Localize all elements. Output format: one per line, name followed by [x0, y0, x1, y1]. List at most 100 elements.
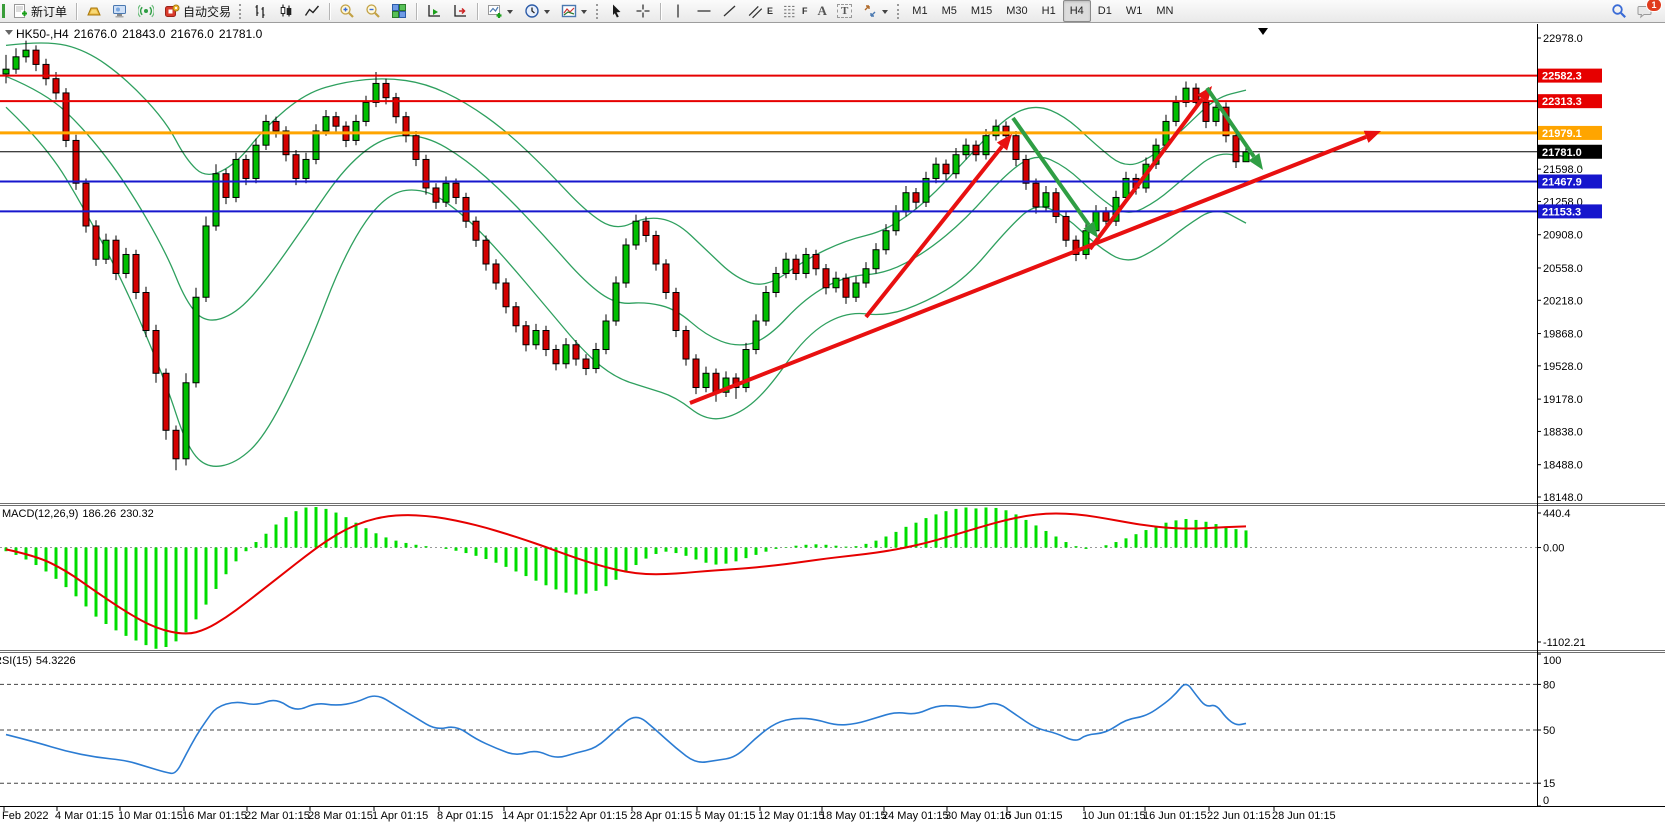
level-lines: 22582.3 22313.3 21979.1 21467.9 21153.3 21781…	[0, 68, 1602, 219]
notification-badge: 1	[1646, 0, 1662, 12]
timeframe-button-W1[interactable]: W1	[1125, 5, 1143, 17]
svg-text:24 May 01:15: 24 May 01:15	[882, 810, 949, 822]
svg-text:30 May 01:15: 30 May 01:15	[945, 810, 1012, 822]
auto-scroll-icon	[428, 5, 441, 17]
monitor-icon	[113, 5, 127, 18]
candlestick-mode-button[interactable]	[274, 0, 298, 22]
clock-icon	[525, 4, 539, 18]
svg-text:50: 50	[1543, 725, 1555, 737]
fibonacci-letter: F	[802, 6, 808, 16]
arrows-button[interactable]	[858, 0, 893, 22]
gold-ingot-icon	[87, 7, 101, 16]
candlestick-icon	[280, 4, 292, 17]
crosshair-button[interactable]	[631, 0, 655, 22]
chart-shift-button[interactable]	[448, 0, 472, 22]
line-chart-mode-button[interactable]	[300, 0, 324, 22]
indicators-button[interactable]	[483, 0, 518, 22]
timeframe-button-MN[interactable]: MN	[1156, 5, 1174, 17]
svg-text:10 Mar 01:15: 10 Mar 01:15	[118, 810, 183, 822]
svg-text:0.00: 0.00	[1543, 543, 1564, 555]
svg-text:5 May 01:15: 5 May 01:15	[695, 810, 756, 822]
toolbar-grip	[897, 3, 902, 19]
chevron-down-icon	[544, 10, 551, 17]
toolbar-separator	[477, 2, 479, 20]
chevron-down-icon	[882, 10, 889, 17]
svg-text:21781.0: 21781.0	[1542, 147, 1582, 159]
chart-title: HK50-,H4 21676.0 21843.0 21676.0 21781.0	[5, 27, 267, 41]
label-button[interactable]: T	[833, 0, 856, 22]
timeframe-button-M30[interactable]: M30	[1006, 5, 1028, 17]
crosshair-icon	[636, 4, 650, 18]
timeframe-button-M5[interactable]: M5	[941, 5, 957, 17]
search-button[interactable]	[1607, 0, 1631, 22]
svg-text:21979.1: 21979.1	[1542, 128, 1582, 140]
rsi-value: 54.3226	[35, 655, 76, 667]
zoom-in-icon	[340, 4, 354, 18]
svg-text:28 Apr 01:15: 28 Apr 01:15	[630, 810, 692, 822]
data-window-button[interactable]	[108, 0, 132, 22]
toolbar-right-tools: 1	[1606, 0, 1663, 22]
svg-text:28 Jun 01:15: 28 Jun 01:15	[1272, 810, 1336, 822]
horizontal-line-button[interactable]	[692, 0, 716, 22]
auto-trading-label: 自动交易	[183, 4, 232, 19]
zoom-in-button[interactable]	[335, 0, 359, 22]
cursor-button[interactable]	[605, 0, 629, 22]
svg-text:20218.0: 20218.0	[1543, 295, 1583, 307]
toolbar-separator	[660, 2, 662, 20]
tile-windows-icon	[392, 4, 407, 18]
trendline-button[interactable]	[718, 0, 742, 22]
svg-text:100: 100	[1543, 655, 1561, 667]
svg-text:20908.0: 20908.0	[1543, 230, 1583, 242]
notifications-button[interactable]: 1	[1633, 0, 1662, 22]
high-value: 21843.0	[122, 27, 166, 41]
timeframe-button-H4[interactable]: H4	[1062, 0, 1091, 22]
text-button[interactable]: A	[814, 0, 831, 22]
macd-indicator-label: MACD(12,26,9) 186.26 230.32	[2, 508, 158, 520]
svg-text:80: 80	[1543, 679, 1555, 691]
auto-trading-button[interactable]: 自动交易	[160, 0, 235, 22]
macd-panel: 440.4 0.00 -1102.21	[0, 507, 1586, 649]
svg-text:0: 0	[1543, 795, 1549, 807]
price-axis: 22978.021598.021258.020908.020558.020218…	[1537, 33, 1583, 504]
svg-text:440.4: 440.4	[1543, 508, 1571, 520]
svg-text:22 Mar 01:15: 22 Mar 01:15	[245, 810, 310, 822]
timeframe-button-M15[interactable]: M15	[970, 5, 993, 17]
toolbar-separator	[76, 2, 78, 20]
timeframe-button-D1[interactable]: D1	[1097, 5, 1112, 17]
bar-chart-mode-button[interactable]	[248, 0, 272, 22]
indicators-icon	[488, 5, 502, 18]
toolbar-grip	[596, 3, 601, 19]
svg-text:22313.3: 22313.3	[1542, 96, 1582, 108]
signals-button[interactable]	[134, 0, 158, 22]
horizontal-line-icon	[697, 10, 711, 12]
svg-text:21598.0: 21598.0	[1543, 164, 1583, 176]
templates-button[interactable]	[557, 0, 592, 22]
text-tool-letter: A	[817, 3, 827, 18]
channel-letter: E	[767, 6, 774, 16]
chart-shift-icon	[454, 5, 467, 17]
low-value: 21676.0	[170, 27, 214, 41]
cursor-icon	[613, 4, 621, 18]
auto-trading-icon	[165, 4, 180, 17]
auto-scroll-button[interactable]	[422, 0, 446, 22]
new-order-button[interactable]: 新订单	[8, 0, 71, 22]
vertical-line-button[interactable]	[666, 0, 690, 22]
tile-windows-button[interactable]	[387, 0, 411, 22]
vertical-line-icon	[677, 4, 679, 18]
macd-name: MACD(12,26,9)	[2, 508, 79, 520]
svg-text:19528.0: 19528.0	[1543, 361, 1583, 373]
panel-frame	[0, 24, 1665, 807]
fibonacci-button[interactable]: F	[779, 0, 812, 22]
market-watch-button[interactable]	[82, 0, 106, 22]
chevron-down-icon	[507, 10, 514, 17]
timeframe-button-M1[interactable]: M1	[912, 5, 928, 17]
svg-text:6 Jun 01:15: 6 Jun 01:15	[1005, 810, 1063, 822]
zoom-out-button[interactable]	[361, 0, 385, 22]
periods-button[interactable]	[520, 0, 555, 22]
timeframe-button-H1[interactable]: H1	[1041, 5, 1056, 17]
svg-text:4 Mar 01:15: 4 Mar 01:15	[55, 810, 114, 822]
close-value: 21781.0	[218, 27, 263, 41]
channel-button[interactable]: E	[744, 0, 777, 22]
